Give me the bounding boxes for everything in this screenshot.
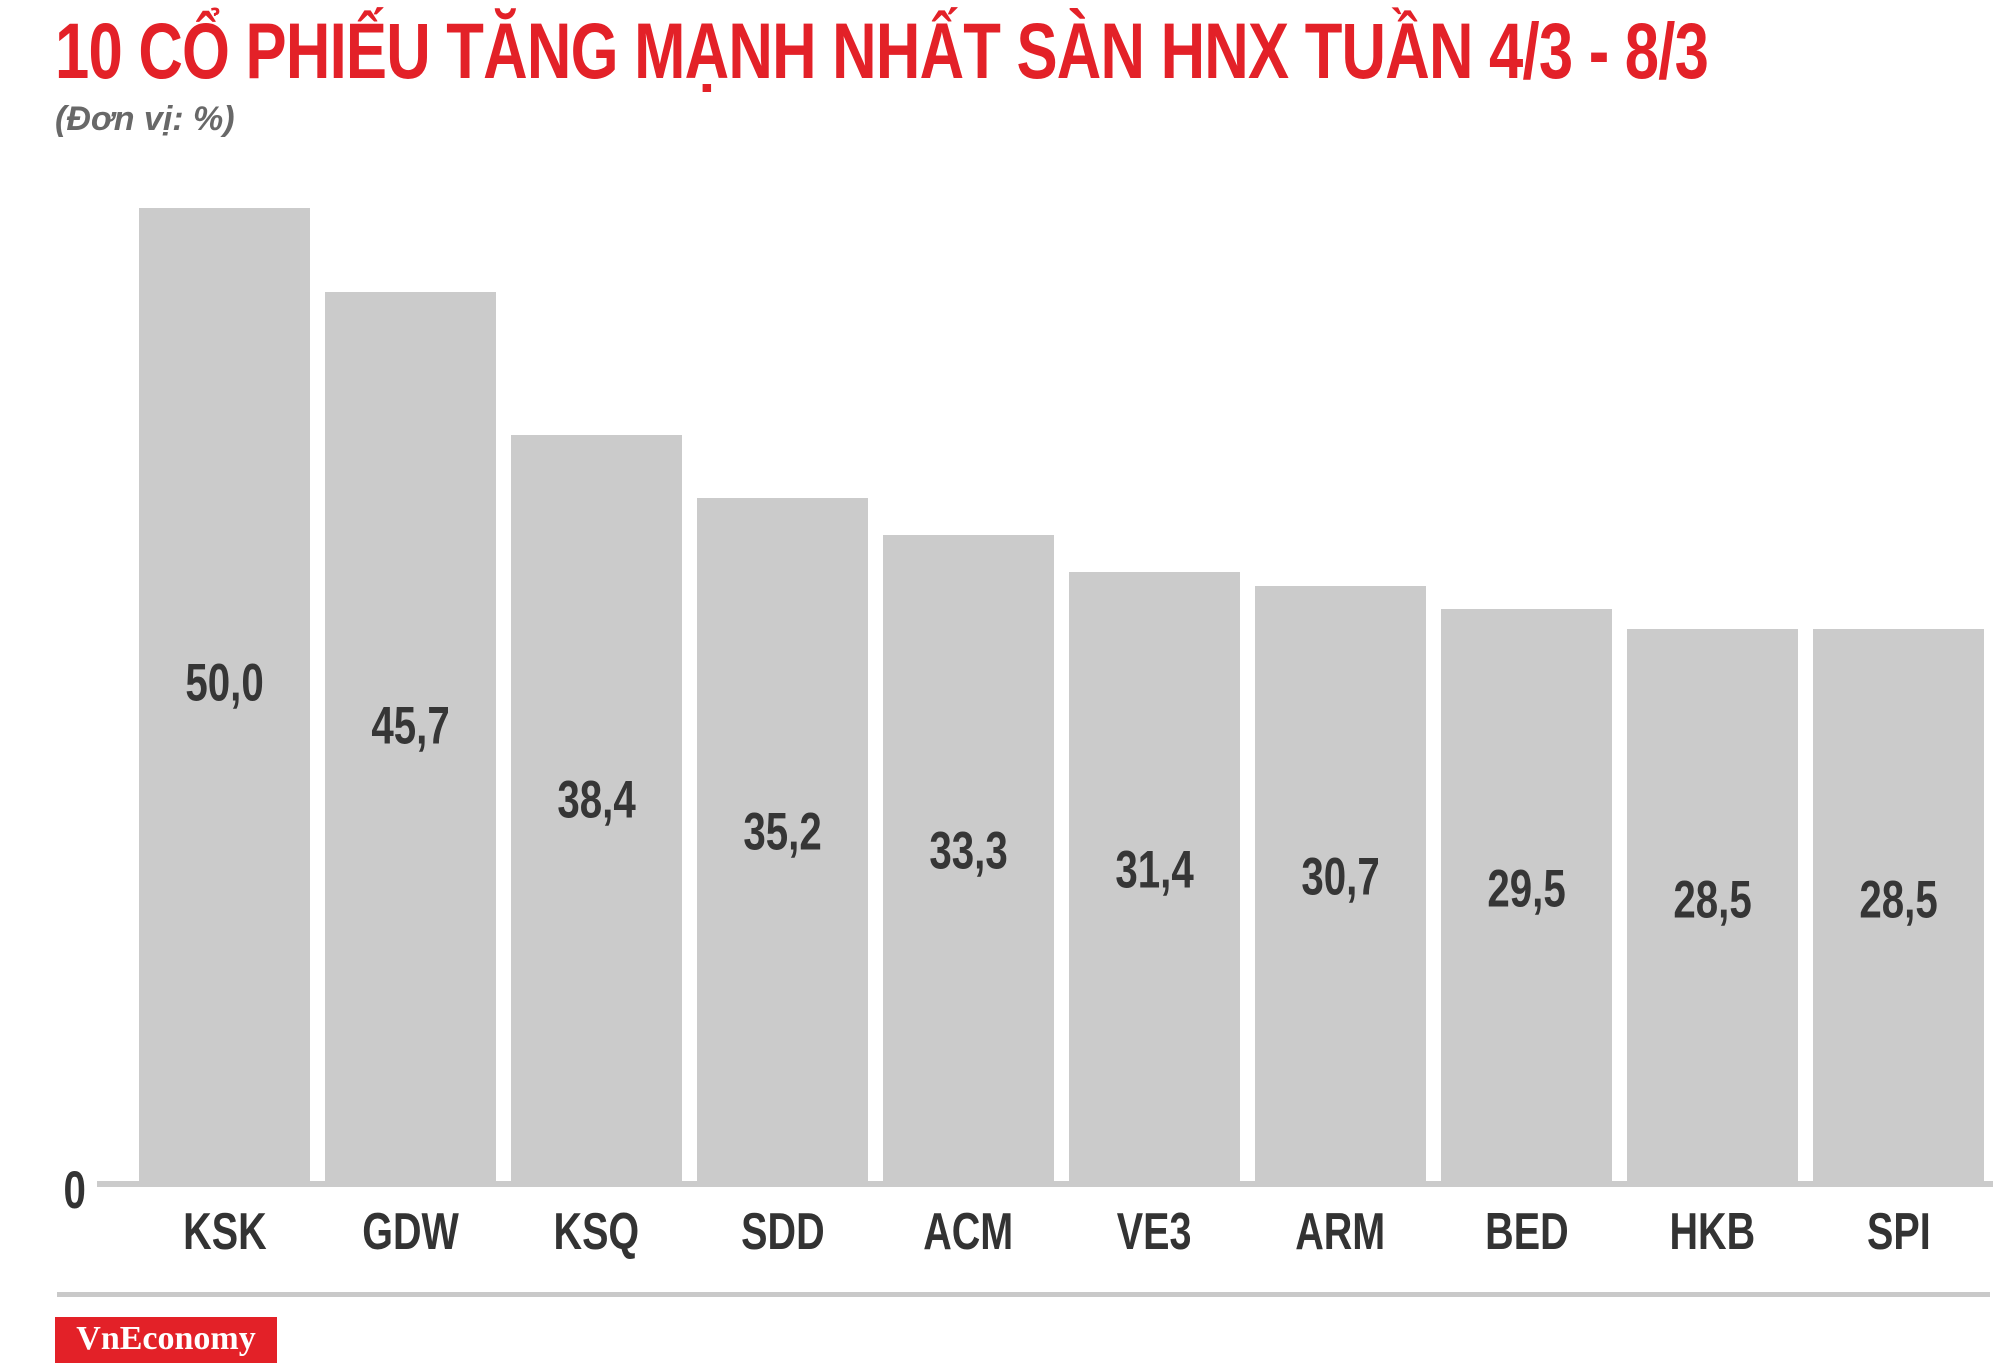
- footer-divider: [57, 1292, 1990, 1297]
- bar-value-label: 50,0: [185, 653, 264, 713]
- bar-value-label: 31,4: [1115, 840, 1194, 900]
- chart-title-text: 10 CỔ PHIẾU TĂNG MẠNH NHẤT SÀN HNX TUẦN …: [55, 6, 1709, 95]
- bar-value-label: 35,2: [743, 802, 822, 862]
- x-tick-ve3: VE3: [1117, 1203, 1192, 1261]
- bar-value-label: 30,7: [1301, 847, 1380, 907]
- vneconomy-logo: VnEconomy: [55, 1317, 277, 1363]
- x-tick-arm: ARM: [1295, 1203, 1386, 1261]
- x-tick-gdw: GDW: [362, 1203, 459, 1261]
- bar-value-label: 38,4: [557, 770, 636, 830]
- x-tick-bed: BED: [1484, 1203, 1569, 1261]
- x-axis-labels: KSK GDW KSQ SDD ACM VE3 ARM BED HKB SPI: [139, 1206, 1984, 1258]
- x-tick-hkb: HKB: [1669, 1203, 1756, 1261]
- bar-sdd: 35,2: [697, 498, 868, 1187]
- bar-spi: 28,5: [1813, 629, 1984, 1187]
- bar-arm: 30,7: [1255, 586, 1426, 1187]
- bar-ksq: 38,4: [511, 435, 682, 1187]
- bar-ksk: 50,0: [139, 208, 310, 1187]
- y-axis-zero-text: 0: [63, 1161, 86, 1220]
- x-tick-sdd: SDD: [740, 1203, 825, 1261]
- bar-value-label: 28,5: [1859, 870, 1938, 930]
- x-tick-ksq: KSQ: [553, 1203, 640, 1261]
- bar-value-label: 29,5: [1487, 859, 1566, 919]
- bar-value-label: 33,3: [929, 821, 1008, 881]
- vneconomy-logo-text: VnEconomy: [76, 1319, 256, 1357]
- x-tick-spi: SPI: [1866, 1203, 1931, 1261]
- x-tick-acm: ACM: [923, 1203, 1014, 1261]
- bar-value-label: 45,7: [371, 696, 450, 756]
- bar-bed: 29,5: [1441, 609, 1612, 1187]
- bar-acm: 33,3: [883, 535, 1054, 1187]
- bar-hkb: 28,5: [1627, 629, 1798, 1187]
- bar-ve3: 31,4: [1069, 572, 1240, 1187]
- bar-gdw: 45,7: [325, 292, 496, 1187]
- x-tick-ksk: KSK: [182, 1203, 267, 1261]
- bars-container: 50,0 45,7 38,4 35,2 33,3 31,4 30,7 29,5 28,5 28,5: [139, 208, 1984, 1187]
- chart-unit-note: (Đơn vị: %): [55, 100, 235, 138]
- bar-value-label: 28,5: [1673, 870, 1752, 930]
- y-axis-zero-label: 0: [60, 1164, 89, 1217]
- chart-title: 10 CỔ PHIẾU TĂNG MẠNH NHẤT SÀN HNX TUẦN …: [55, 6, 2000, 95]
